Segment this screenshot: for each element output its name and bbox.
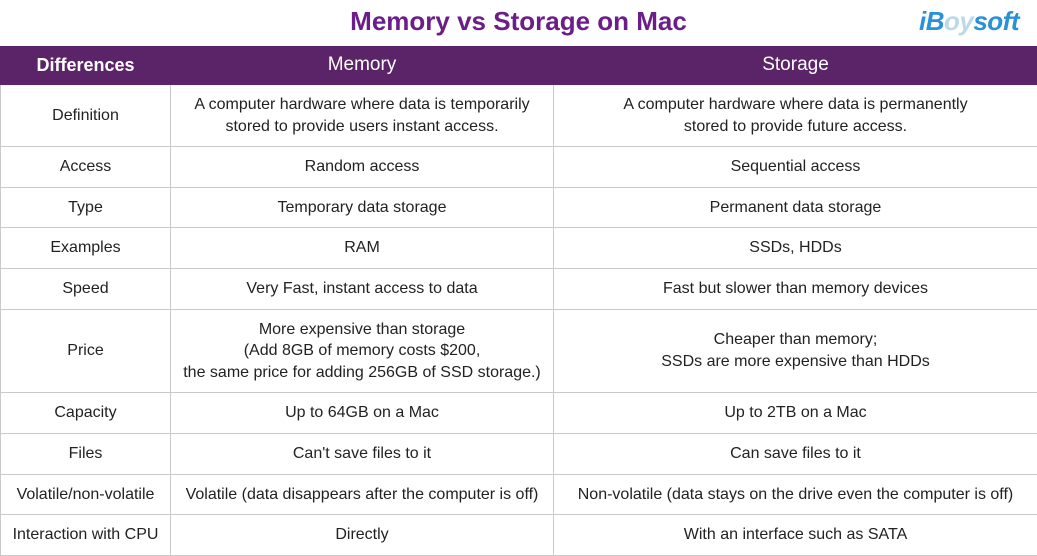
comparison-table: Differences Memory Storage Definition A …	[0, 46, 1037, 556]
cell-memory: Very Fast, instant access to data	[171, 268, 554, 309]
row-label: Definition	[1, 85, 171, 147]
row-label: Capacity	[1, 393, 171, 434]
table-row: Interaction with CPU Directly With an in…	[1, 515, 1037, 556]
brand-i: i	[919, 6, 926, 36]
cell-storage: Cheaper than memory; SSDs are more expen…	[554, 309, 1037, 393]
row-label: Files	[1, 433, 171, 474]
cell-memory: More expensive than storage (Add 8GB of …	[171, 309, 554, 393]
table-row: Volatile/non-volatile Volatile (data dis…	[1, 474, 1037, 515]
cell-storage: Non-volatile (data stays on the drive ev…	[554, 474, 1037, 515]
row-label: Examples	[1, 228, 171, 269]
table-row: Definition A computer hardware where dat…	[1, 85, 1037, 147]
table-row: Speed Very Fast, instant access to data …	[1, 268, 1037, 309]
cell-storage: Sequential access	[554, 147, 1037, 188]
table-row: Capacity Up to 64GB on a Mac Up to 2TB o…	[1, 393, 1037, 434]
col-header-memory: Memory	[171, 47, 554, 85]
col-header-differences: Differences	[1, 47, 171, 85]
table-header-row: Differences Memory Storage	[1, 47, 1037, 85]
cell-memory: Temporary data storage	[171, 187, 554, 228]
cell-storage: Can save files to it	[554, 433, 1037, 474]
table-row: Files Can't save files to it Can save fi…	[1, 433, 1037, 474]
cell-memory: Can't save files to it	[171, 433, 554, 474]
table-body: Definition A computer hardware where dat…	[1, 85, 1037, 556]
cell-storage: A computer hardware where data is perman…	[554, 85, 1037, 147]
row-label: Speed	[1, 268, 171, 309]
brand-logo: iBoysoft	[919, 6, 1019, 37]
cell-memory: Directly	[171, 515, 554, 556]
page-title: Memory vs Storage on Mac	[350, 6, 687, 37]
row-label: Price	[1, 309, 171, 393]
cell-memory: Random access	[171, 147, 554, 188]
row-label: Type	[1, 187, 171, 228]
row-label: Interaction with CPU	[1, 515, 171, 556]
cell-storage: SSDs, HDDs	[554, 228, 1037, 269]
cell-memory: RAM	[171, 228, 554, 269]
brand-b: B	[926, 6, 944, 36]
cell-storage: Fast but slower than memory devices	[554, 268, 1037, 309]
table-row: Type Temporary data storage Permanent da…	[1, 187, 1037, 228]
cell-memory: Up to 64GB on a Mac	[171, 393, 554, 434]
cell-storage: With an interface such as SATA	[554, 515, 1037, 556]
brand-soft: soft	[973, 6, 1019, 36]
cell-storage: Permanent data storage	[554, 187, 1037, 228]
cell-storage: Up to 2TB on a Mac	[554, 393, 1037, 434]
table-row: Access Random access Sequential access	[1, 147, 1037, 188]
row-label: Volatile/non-volatile	[1, 474, 171, 515]
row-label: Access	[1, 147, 171, 188]
table-row: Price More expensive than storage (Add 8…	[1, 309, 1037, 393]
cell-memory: A computer hardware where data is tempor…	[171, 85, 554, 147]
table-row: Examples RAM SSDs, HDDs	[1, 228, 1037, 269]
col-header-storage: Storage	[554, 47, 1037, 85]
brand-oy: oy	[944, 6, 973, 36]
cell-memory: Volatile (data disappears after the comp…	[171, 474, 554, 515]
